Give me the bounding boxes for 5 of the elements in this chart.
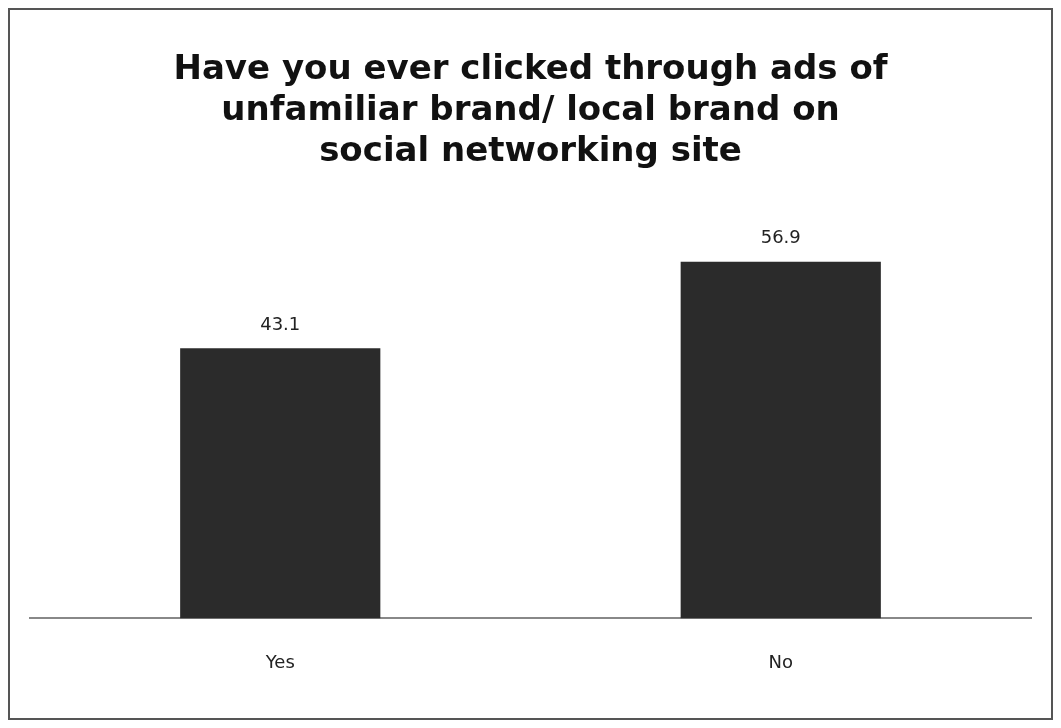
chart-title: Have you ever clicked through ads of unfamiliar brand/ local brand on social networking site [173,47,889,169]
x-tick-label: Yes [264,650,295,672]
x-tick-label: No [768,650,793,672]
data-label: 56.9 [760,226,801,248]
data-label: 43.1 [260,312,301,334]
